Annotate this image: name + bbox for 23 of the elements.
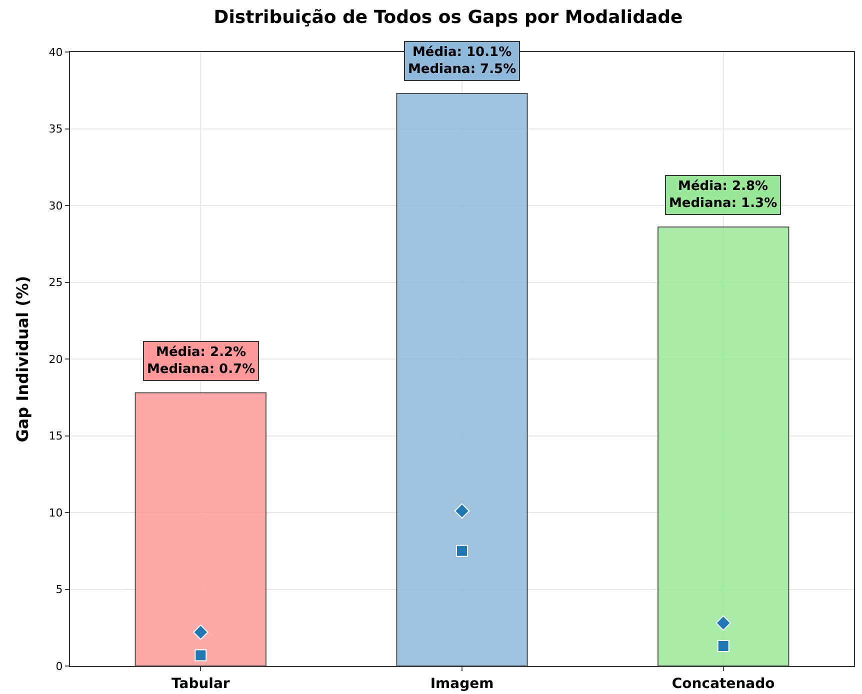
x-tick-label: Concatenado — [672, 676, 776, 692]
point — [716, 615, 731, 631]
y-tick-label: 10 — [48, 506, 63, 520]
chart-title: Distribuição de Todos os Gaps por Modalidade — [214, 7, 683, 28]
y-axis-title: Gap Individual (%) — [13, 276, 32, 442]
y-tick-label: 25 — [48, 276, 63, 290]
y-tick-label: 5 — [56, 583, 63, 596]
point — [454, 503, 470, 519]
point — [193, 624, 208, 640]
point — [717, 640, 730, 652]
y-tick-label: 20 — [48, 352, 63, 366]
x-tick-label: Imagem — [430, 676, 494, 692]
point — [456, 544, 468, 557]
y-tick-label: 35 — [48, 122, 63, 136]
annotation: Média: 2.2% Mediana: 0.7% — [147, 345, 256, 377]
y-tick-label: 30 — [48, 199, 63, 212]
y-tick-label: 40 — [48, 46, 63, 59]
y-tick-label: 15 — [48, 430, 63, 443]
x-tick-label: Tabular — [172, 676, 230, 692]
y-tick-label: 0 — [56, 660, 63, 673]
annotation: Média: 10.1% Mediana: 7.5% — [408, 45, 516, 77]
point — [194, 649, 207, 662]
annotation: Média: 2.8% Mediana: 1.3% — [669, 179, 778, 211]
